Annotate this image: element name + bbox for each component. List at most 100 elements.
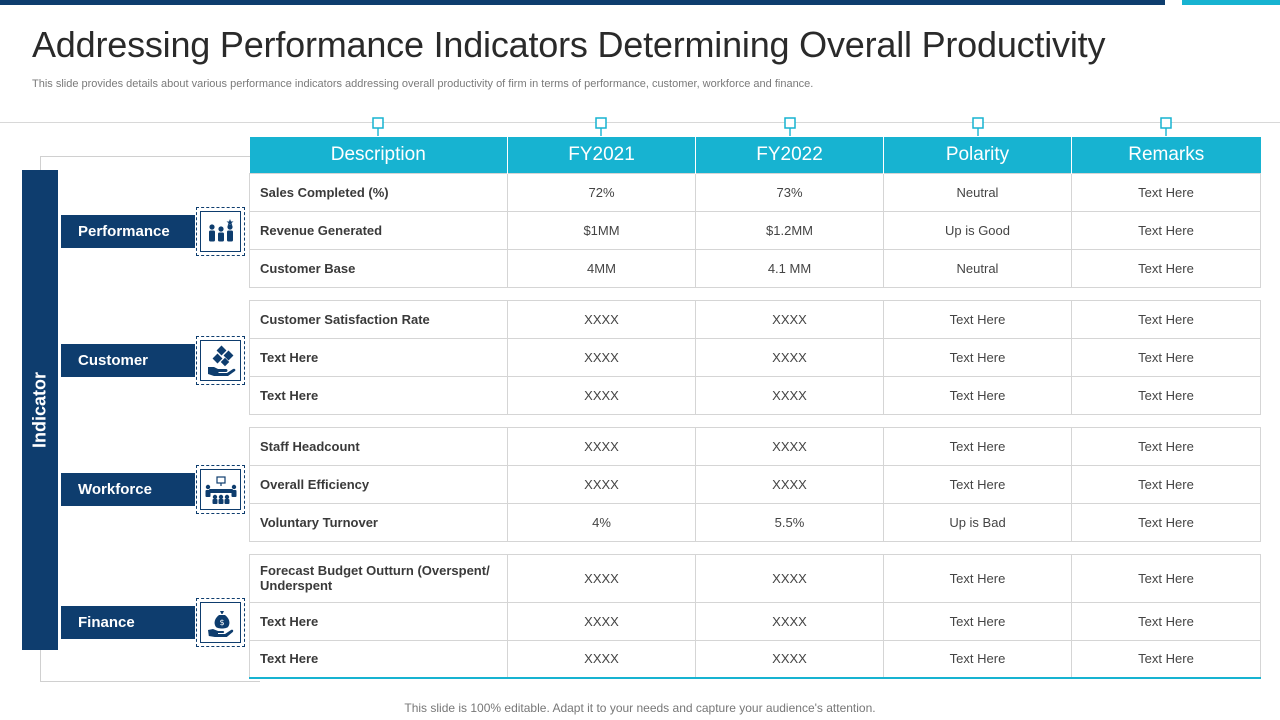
cell-remarks: Text Here: [1071, 426, 1261, 466]
cell-description: Text Here: [249, 639, 508, 679]
cell-fy2021: 72%: [507, 172, 696, 212]
cell-description: Customer Base: [249, 248, 508, 288]
table-row: Voluntary Turnover 4% 5.5% Up is Bad Tex…: [249, 502, 1261, 542]
cell-remarks: Text Here: [1071, 248, 1261, 288]
cell-fy2021: XXXX: [507, 601, 696, 641]
table-row: Text Here XXXX XXXX Text Here Text Here: [249, 337, 1261, 377]
top-accent-bar: [0, 0, 1165, 5]
cell-description: Text Here: [249, 375, 508, 415]
cell-fy2022: $1.2MM: [695, 210, 884, 250]
pin-marker-icon: [595, 117, 607, 136]
cell-description: Revenue Generated: [249, 210, 508, 250]
group-spacer: [249, 540, 1261, 555]
cell-fy2022: XXXX: [695, 299, 884, 339]
header-fy2022: FY2022: [695, 137, 884, 173]
cell-remarks: Text Here: [1071, 639, 1261, 679]
cell-description: Text Here: [249, 601, 508, 641]
pin-marker-icon: [372, 117, 384, 136]
cell-polarity: Text Here: [883, 375, 1072, 415]
cell-polarity: Text Here: [883, 601, 1072, 641]
table-row: Sales Completed (%) 72% 73% Neutral Text…: [249, 172, 1261, 212]
cell-remarks: Text Here: [1071, 337, 1261, 377]
indicator-label: Indicator: [29, 371, 50, 449]
team-icon: [196, 207, 245, 256]
cell-description: Sales Completed (%): [249, 172, 508, 212]
category-workforce: Workforce: [61, 473, 195, 506]
table-row: Customer Satisfaction Rate XXXX XXXX Tex…: [249, 299, 1261, 339]
cell-polarity: Text Here: [883, 464, 1072, 504]
hand-diamonds-icon: [196, 336, 245, 385]
pin-marker-icon: [972, 117, 984, 136]
money-bag-hand-icon: $: [196, 598, 245, 647]
table-header-row: Description FY2021 FY2022 Polarity Remar…: [249, 137, 1261, 173]
cell-description: Forecast Budget Outturn (Overspent/ Unde…: [249, 553, 508, 603]
table-row: Customer Base 4MM 4.1 MM Neutral Text He…: [249, 248, 1261, 288]
cell-polarity: Up is Bad: [883, 502, 1072, 542]
cell-polarity: Up is Good: [883, 210, 1072, 250]
table-row: Text Here XXXX XXXX Text Here Text Here: [249, 639, 1261, 679]
table-row: Text Here XXXX XXXX Text Here Text Here: [249, 601, 1261, 641]
cell-remarks: Text Here: [1071, 553, 1261, 603]
cell-fy2021: 4MM: [507, 248, 696, 288]
cell-description: Text Here: [249, 337, 508, 377]
cell-description: Overall Efficiency: [249, 464, 508, 504]
cell-fy2021: XXXX: [507, 375, 696, 415]
header-remarks: Remarks: [1071, 137, 1261, 173]
cell-fy2022: XXXX: [695, 553, 884, 603]
cell-fy2021: $1MM: [507, 210, 696, 250]
cell-polarity: Text Here: [883, 337, 1072, 377]
cell-fy2021: XXXX: [507, 299, 696, 339]
cell-remarks: Text Here: [1071, 210, 1261, 250]
slide-title: Addressing Performance Indicators Determ…: [32, 24, 1106, 65]
cell-fy2022: XXXX: [695, 426, 884, 466]
cell-polarity: Text Here: [883, 426, 1072, 466]
group-spacer: [249, 413, 1261, 428]
cell-fy2021: XXXX: [507, 337, 696, 377]
table-row: Overall Efficiency XXXX XXXX Text Here T…: [249, 464, 1261, 504]
slide-subtitle: This slide provides details about variou…: [32, 78, 814, 90]
cell-fy2022: XXXX: [695, 337, 884, 377]
indicator-table: Description FY2021 FY2022 Polarity Remar…: [249, 137, 1261, 679]
header-description: Description: [249, 137, 508, 173]
cell-fy2022: 5.5%: [695, 502, 884, 542]
cell-fy2021: XXXX: [507, 464, 696, 504]
category-customer: Customer: [61, 344, 195, 377]
pin-marker-icon: [784, 117, 796, 136]
table-row: Text Here XXXX XXXX Text Here Text Here: [249, 375, 1261, 415]
table-row: Revenue Generated $1MM $1.2MM Up is Good…: [249, 210, 1261, 250]
cell-fy2022: 73%: [695, 172, 884, 212]
table-row: Forecast Budget Outturn (Overspent/ Unde…: [249, 553, 1261, 603]
category-finance: Finance: [61, 606, 195, 639]
slide-footer: This slide is 100% editable. Adapt it to…: [404, 701, 876, 715]
cell-fy2022: 4.1 MM: [695, 248, 884, 288]
cell-polarity: Text Here: [883, 639, 1072, 679]
meeting-table-icon: [196, 465, 245, 514]
group-spacer: [249, 286, 1261, 301]
cell-description: Voluntary Turnover: [249, 502, 508, 542]
cell-fy2022: XXXX: [695, 601, 884, 641]
cell-remarks: Text Here: [1071, 299, 1261, 339]
category-performance: Performance: [61, 215, 195, 248]
cell-fy2021: XXXX: [507, 639, 696, 679]
pin-marker-icon: [1160, 117, 1172, 136]
cell-remarks: Text Here: [1071, 601, 1261, 641]
cell-polarity: Text Here: [883, 299, 1072, 339]
cell-fy2021: 4%: [507, 502, 696, 542]
cell-fy2021: XXXX: [507, 553, 696, 603]
svg-text:$: $: [219, 618, 224, 627]
cell-description: Staff Headcount: [249, 426, 508, 466]
cell-fy2022: XXXX: [695, 639, 884, 679]
header-polarity: Polarity: [883, 137, 1072, 173]
cell-polarity: Neutral: [883, 248, 1072, 288]
cell-remarks: Text Here: [1071, 464, 1261, 504]
cell-fy2022: XXXX: [695, 375, 884, 415]
header-divider: [0, 122, 1280, 123]
cell-description: Customer Satisfaction Rate: [249, 299, 508, 339]
header-fy2021: FY2021: [507, 137, 696, 173]
cell-polarity: Neutral: [883, 172, 1072, 212]
cell-fy2022: XXXX: [695, 464, 884, 504]
cell-polarity: Text Here: [883, 553, 1072, 603]
cell-remarks: Text Here: [1071, 172, 1261, 212]
table-row: Staff Headcount XXXX XXXX Text Here Text…: [249, 426, 1261, 466]
top-accent-bar-light: [1182, 0, 1280, 5]
